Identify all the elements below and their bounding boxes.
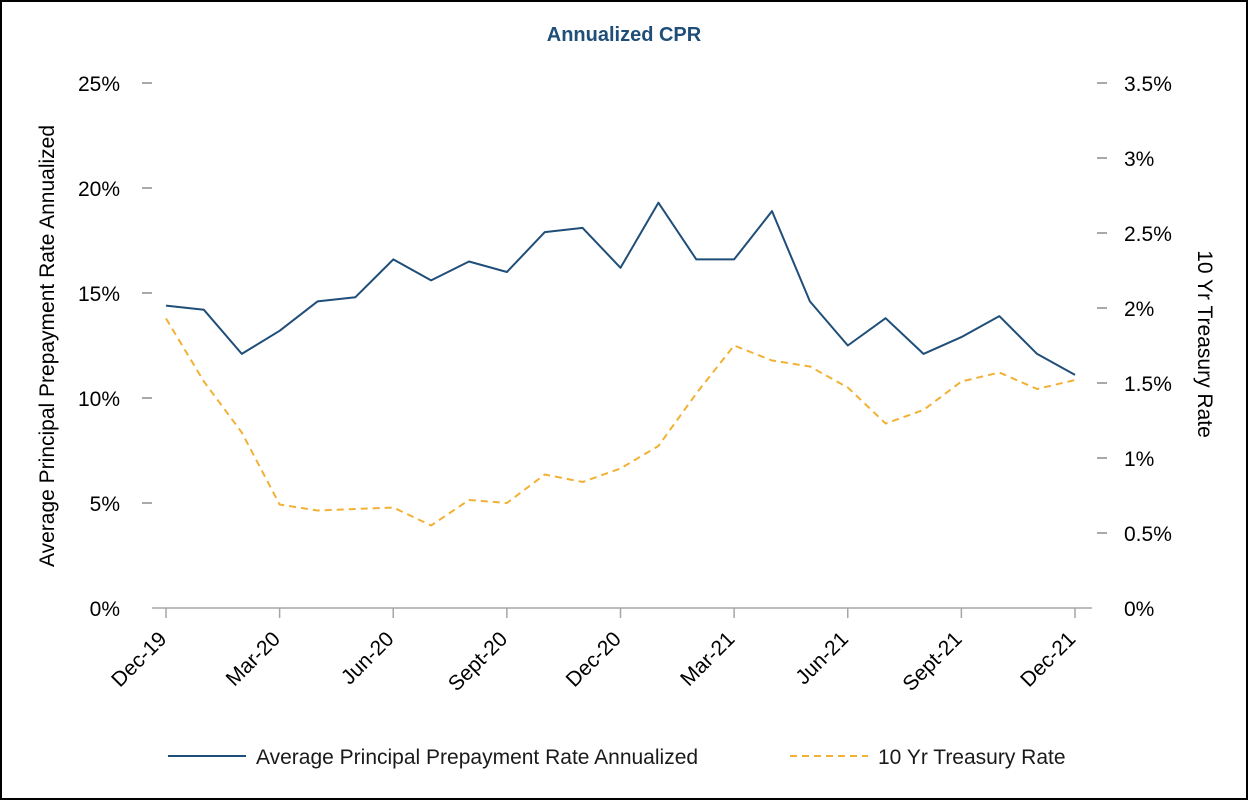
x-tick-label: Sept-21 [898, 628, 966, 696]
left-y-tick-label: 15% [78, 283, 120, 306]
right-y-tick-label: 0.5% [1124, 523, 1172, 546]
axes: 0% 5% 10% 15% 20% 25% 0% 0.5% 1% 1.5% 2% 2.5% 3% 3.5%… [78, 73, 1172, 696]
x-tick-label: Jun-20 [337, 628, 399, 690]
x-tick-label: Jun-21 [791, 628, 853, 690]
x-tick-label: Mar-21 [676, 628, 739, 691]
left-axis-title: Average Principal Prepayment Rate Annual… [36, 125, 59, 567]
x-tick-label: Dec-19 [107, 628, 171, 692]
right-y-tick-label: 1% [1124, 448, 1154, 471]
right-y-tick-label: 3.5% [1124, 73, 1172, 96]
right-y-tick-label: 3% [1124, 148, 1154, 171]
right-y-tick-label: 0% [1124, 598, 1154, 621]
treasury-series-line [165, 317, 1076, 527]
left-y-tick-label: 5% [90, 493, 120, 516]
series-lines [165, 201, 1076, 527]
x-tick-label: Sept-20 [444, 628, 512, 696]
chart-title: Annualized CPR [547, 24, 702, 46]
left-y-tick-label: 0% [90, 598, 120, 621]
cpr-series-line [165, 201, 1076, 376]
left-y-tick-label: 25% [78, 73, 120, 96]
x-tick-label: Dec-20 [562, 628, 626, 692]
right-axis-title: 10 Yr Treasury Rate [1193, 250, 1216, 438]
x-tick-label: Dec-21 [1016, 628, 1080, 692]
right-y-tick-label: 2.5% [1124, 223, 1172, 246]
legend-label-cpr: Average Principal Prepayment Rate Annual… [256, 746, 698, 769]
left-y-tick-label: 20% [78, 178, 120, 201]
legend: Average Principal Prepayment Rate Annual… [168, 746, 1066, 769]
x-tick-label: Mar-20 [222, 628, 285, 691]
left-y-tick-label: 10% [78, 388, 120, 411]
legend-label-treasury: 10 Yr Treasury Rate [878, 746, 1066, 769]
right-y-tick-label: 2% [1124, 298, 1154, 321]
right-y-tick-label: 1.5% [1124, 373, 1172, 396]
